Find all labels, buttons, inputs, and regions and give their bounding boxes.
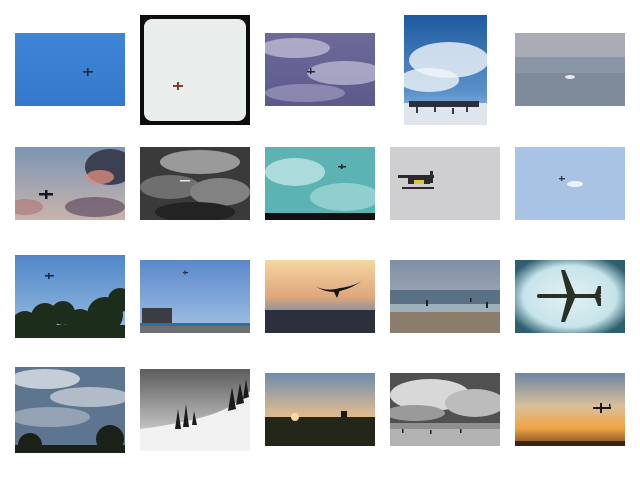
- thumbnail-plane-over-city-coast[interactable]: [140, 260, 250, 333]
- thumbnail-plane-over-trees[interactable]: [15, 255, 125, 338]
- thumbnail-bird-at-sunset[interactable]: [265, 260, 375, 333]
- thumbnail-plane-sunset-clouds[interactable]: [15, 147, 125, 220]
- thumbnail-planes-pale-blue-sky[interactable]: [515, 147, 625, 220]
- thumbnail-bw-beach-clouds[interactable]: [390, 373, 500, 446]
- thumbnail-snowy-crowd-clouds[interactable]: [404, 15, 487, 125]
- thumbnail-jet-vignette-blue[interactable]: [515, 260, 625, 333]
- thumbnail-airplane-purple-clouds[interactable]: [265, 33, 375, 106]
- thumbnail-sunset-landscape-plane[interactable]: [265, 373, 375, 446]
- thumbnail-airplane-blue-sky[interactable]: [15, 33, 125, 106]
- thumbnail-plane-teal-clouds[interactable]: [265, 147, 375, 220]
- thumbnail-snowy-hill-trees[interactable]: [140, 369, 250, 451]
- thumbnail-seaplane-grey-sky[interactable]: [390, 147, 500, 220]
- thumbnail-plane-grey-storm-clouds[interactable]: [140, 147, 250, 220]
- thumbnail-airplane-pale-sky-framed[interactable]: [140, 15, 250, 125]
- thumbnail-surfers-on-beach[interactable]: [390, 260, 500, 333]
- thumbnail-cloudy-sky-trees[interactable]: [15, 367, 125, 453]
- thumbnail-airplane-over-grey-sea[interactable]: [515, 33, 625, 106]
- thumbnail-plane-golden-sunset[interactable]: [515, 373, 625, 446]
